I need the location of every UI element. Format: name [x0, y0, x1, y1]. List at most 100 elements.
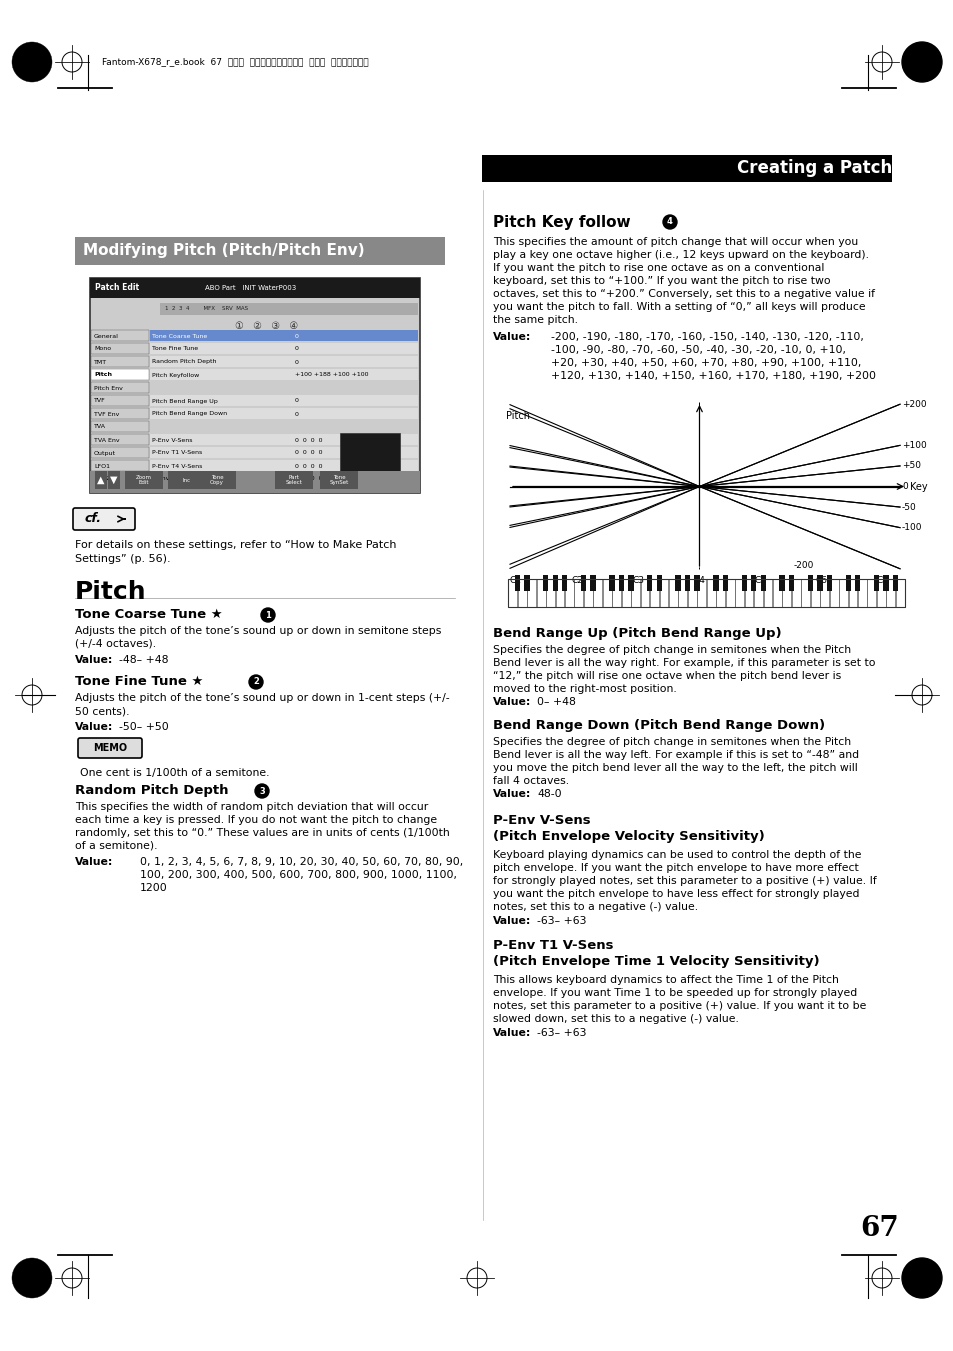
Text: for strongly played notes, set this parameter to a positive (+) value. If: for strongly played notes, set this para… [493, 875, 876, 886]
Text: ▲: ▲ [97, 476, 105, 485]
Text: Tone
Copy: Tone Copy [210, 474, 224, 485]
Text: the same pitch.: the same pitch. [493, 315, 578, 326]
Text: +20, +30, +40, +50, +60, +70, +80, +90, +100, +110,: +20, +30, +40, +50, +60, +70, +80, +90, … [551, 358, 861, 367]
FancyBboxPatch shape [150, 343, 417, 354]
Text: 0: 0 [294, 346, 298, 351]
Text: +200: +200 [901, 400, 925, 409]
Text: pitch envelope. If you want the pitch envelope to have more effect: pitch envelope. If you want the pitch en… [493, 863, 858, 873]
FancyBboxPatch shape [91, 357, 149, 367]
Text: you want the pitch envelope to have less effect for strongly played: you want the pitch envelope to have less… [493, 889, 859, 898]
Text: (Pitch Envelope Velocity Sensitivity): (Pitch Envelope Velocity Sensitivity) [493, 830, 764, 843]
Text: 1: 1 [265, 611, 271, 620]
Text: -63– +63: -63– +63 [537, 1028, 586, 1038]
FancyBboxPatch shape [339, 434, 399, 478]
Text: C7: C7 [876, 576, 888, 585]
Text: P-Env Time KF: P-Env Time KF [152, 477, 196, 481]
Text: 1  2  3  4        MFX    SRV  MAS: 1 2 3 4 MFX SRV MAS [165, 307, 248, 312]
Circle shape [12, 1258, 52, 1298]
Text: One cent is 1/100th of a semitone.: One cent is 1/100th of a semitone. [80, 767, 269, 778]
FancyBboxPatch shape [90, 278, 419, 299]
Text: +100: +100 [901, 440, 925, 450]
Text: P-Env T1 V-Sens: P-Env T1 V-Sens [493, 939, 613, 952]
Text: Bend Range Up (Pitch Bend Range Up): Bend Range Up (Pitch Bend Range Up) [493, 627, 781, 640]
FancyBboxPatch shape [892, 574, 898, 590]
Text: Key: Key [909, 481, 926, 492]
Text: 0  0  0  0: 0 0 0 0 [294, 450, 322, 455]
FancyBboxPatch shape [481, 155, 891, 182]
Circle shape [249, 676, 263, 689]
Text: 0: 0 [901, 482, 907, 490]
Text: MEMO: MEMO [92, 743, 127, 753]
FancyBboxPatch shape [817, 574, 821, 590]
Circle shape [15, 1262, 49, 1294]
Text: Zoom
Edit: Zoom Edit [136, 474, 152, 485]
Text: Value:: Value: [493, 916, 531, 925]
Text: +100 +188 +100 +100: +100 +188 +100 +100 [294, 373, 368, 377]
Circle shape [23, 53, 42, 72]
FancyBboxPatch shape [524, 574, 529, 590]
FancyBboxPatch shape [760, 574, 765, 590]
FancyBboxPatch shape [788, 574, 794, 590]
FancyBboxPatch shape [90, 278, 419, 493]
Text: +50: +50 [901, 462, 920, 470]
Text: -50: -50 [901, 503, 916, 512]
FancyBboxPatch shape [593, 580, 601, 607]
FancyBboxPatch shape [150, 434, 417, 444]
FancyBboxPatch shape [319, 471, 357, 489]
Text: Settings” (p. 56).: Settings” (p. 56). [75, 554, 171, 563]
FancyBboxPatch shape [628, 574, 633, 590]
FancyBboxPatch shape [895, 580, 903, 607]
Text: Pitch Bend Range Down: Pitch Bend Range Down [152, 412, 227, 416]
Text: Random Pitch Depth: Random Pitch Depth [152, 359, 216, 365]
Circle shape [23, 1269, 42, 1288]
FancyBboxPatch shape [508, 580, 517, 607]
Text: Value:: Value: [75, 857, 113, 867]
Text: Bend Range Down (Pitch Bend Range Down): Bend Range Down (Pitch Bend Range Down) [493, 719, 824, 732]
Text: TVF Env: TVF Env [94, 412, 119, 416]
FancyBboxPatch shape [844, 574, 850, 590]
Text: P-Env T1 V-Sens: P-Env T1 V-Sens [152, 450, 202, 455]
Text: Pitch Bend Range Up: Pitch Bend Range Up [152, 399, 217, 404]
FancyBboxPatch shape [198, 471, 235, 489]
FancyBboxPatch shape [820, 580, 828, 607]
Text: Value:: Value: [493, 332, 531, 342]
Text: Inc: Inc [183, 477, 191, 482]
Text: Bend lever is all the way left. For example if this is set to “-48” and: Bend lever is all the way left. For exam… [493, 750, 859, 761]
Text: 0: 0 [294, 399, 298, 404]
FancyBboxPatch shape [791, 580, 800, 607]
FancyBboxPatch shape [740, 574, 746, 590]
Text: 1200: 1200 [140, 884, 168, 893]
Text: 0: 0 [294, 359, 298, 365]
Text: TMT: TMT [94, 359, 107, 365]
FancyBboxPatch shape [108, 471, 120, 489]
FancyBboxPatch shape [274, 471, 313, 489]
FancyBboxPatch shape [882, 574, 888, 590]
Text: TVF: TVF [94, 399, 106, 404]
FancyBboxPatch shape [545, 580, 555, 607]
Text: 0  0  0  0: 0 0 0 0 [294, 463, 322, 469]
Text: moved to the right-most position.: moved to the right-most position. [493, 684, 676, 694]
FancyBboxPatch shape [876, 580, 885, 607]
FancyBboxPatch shape [668, 580, 678, 607]
FancyBboxPatch shape [125, 471, 163, 489]
FancyBboxPatch shape [580, 574, 586, 590]
FancyBboxPatch shape [618, 574, 623, 590]
FancyBboxPatch shape [735, 580, 743, 607]
Text: ①   ②   ③   ④: ① ② ③ ④ [234, 322, 297, 331]
Text: TVA: TVA [94, 424, 106, 430]
Text: 0  0  0  0: 0 0 0 0 [294, 438, 322, 443]
Text: Pitch: Pitch [505, 411, 530, 422]
Text: 2: 2 [253, 677, 258, 686]
Text: Pitch Keyfollow: Pitch Keyfollow [152, 373, 199, 377]
FancyBboxPatch shape [725, 580, 734, 607]
FancyBboxPatch shape [160, 303, 417, 315]
FancyBboxPatch shape [801, 580, 809, 607]
FancyBboxPatch shape [150, 473, 417, 484]
Text: -100, -90, -80, -70, -60, -50, -40, -30, -20, -10, 0, +10,: -100, -90, -80, -70, -60, -50, -40, -30,… [551, 345, 845, 355]
Text: Random Pitch Depth: Random Pitch Depth [75, 784, 229, 797]
FancyBboxPatch shape [649, 580, 659, 607]
Text: Tone Fine Tune: Tone Fine Tune [152, 346, 198, 351]
Text: Value:: Value: [493, 697, 531, 707]
Text: keyboard, set this to “+100.” If you want the pitch to rise two: keyboard, set this to “+100.” If you wan… [493, 276, 830, 286]
FancyBboxPatch shape [753, 580, 762, 607]
